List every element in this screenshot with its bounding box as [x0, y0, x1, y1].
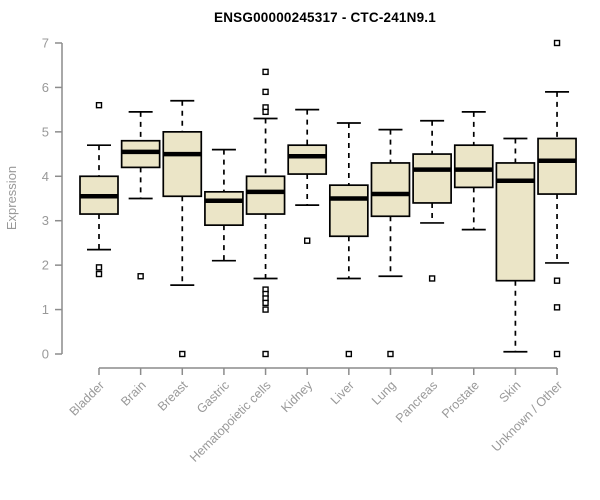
x-tick-label: Kidney [278, 378, 315, 415]
x-tick-label: Bladder [67, 378, 107, 418]
outlier-point [262, 299, 269, 307]
x-tick-label: Liver [328, 378, 357, 407]
y-tick-label: 2 [42, 258, 49, 273]
outlier-point [428, 275, 436, 282]
x-tick-label: Pancreas [393, 378, 440, 425]
box-unknown-other [537, 39, 577, 358]
iqr-box [370, 162, 411, 218]
box-liver [328, 122, 369, 358]
y-tick-label: 7 [42, 35, 49, 50]
outlier-point [553, 39, 561, 47]
x-tick-label: Lung [369, 378, 399, 408]
box-brain [120, 111, 161, 280]
outlier-point [262, 68, 269, 76]
y-tick-label: 1 [42, 302, 49, 317]
box-skin [495, 137, 536, 353]
y-tick-label: 5 [42, 124, 49, 139]
x-tick-label: Skin [496, 378, 523, 405]
outlier-point [304, 237, 311, 244]
iqr-box [453, 144, 494, 189]
x-tick-label: Breast [155, 378, 191, 414]
outlier-point [95, 270, 103, 278]
iqr-box [162, 131, 203, 198]
iqr-box [328, 184, 369, 238]
iqr-box [245, 175, 286, 215]
box-breast [162, 99, 203, 358]
outlier-point [95, 101, 103, 109]
outlier-point [345, 350, 353, 358]
box-pancreas [412, 119, 452, 282]
iqr-box [287, 144, 328, 175]
outlier-point [553, 277, 561, 284]
box-bladder [79, 101, 119, 278]
x-tick-label: Unknown / Other [489, 378, 565, 454]
outlier-point [262, 88, 269, 96]
box-lung [370, 128, 411, 358]
y-tick-label: 4 [42, 169, 49, 184]
outlier-point [262, 306, 269, 313]
box-hematopoietic-cells [245, 68, 286, 358]
outlier-point [137, 273, 144, 280]
outlier-point [262, 108, 269, 116]
x-tick-label: Brain [118, 378, 149, 409]
outlier-point [179, 350, 186, 358]
outlier-point [553, 350, 561, 358]
iqr-box [412, 153, 452, 204]
y-axis: 0 1 2 3 4 5 6 7 [42, 35, 63, 362]
y-tick-label: 6 [42, 80, 49, 95]
outlier-point [553, 304, 561, 311]
iqr-box [537, 137, 577, 195]
x-tick-label: Gastric [194, 378, 232, 416]
iqr-box [204, 190, 244, 227]
x-tick-label: Hematopoietic cells [187, 378, 274, 465]
y-tick-label: 0 [42, 347, 49, 362]
box-kidney [287, 108, 328, 244]
box-gastric [204, 148, 244, 262]
box-prostate [453, 111, 494, 231]
outlier-point [387, 350, 394, 358]
outlier-point [262, 350, 269, 358]
x-tick-label: Prostate [439, 378, 482, 421]
chart-title: ENSG00000245317 - CTC-241N9.1 [214, 10, 436, 25]
y-tick-label: 3 [42, 213, 49, 228]
outlier-point [95, 264, 103, 271]
